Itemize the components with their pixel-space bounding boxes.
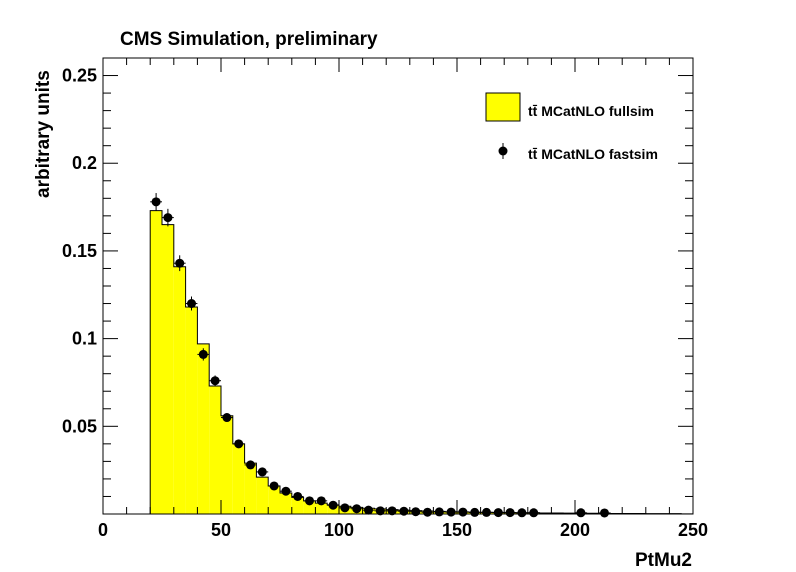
legend-label-fastsim: tt̄ MCatNLO fastsim bbox=[528, 146, 658, 162]
hist-bar bbox=[173, 266, 186, 514]
hist-bar bbox=[209, 385, 221, 514]
legend-label-fullsim: tt̄ MCatNLO fullsim bbox=[528, 103, 654, 119]
legend: tt̄ MCatNLO fullsim tt̄ MCatNLO fastsim bbox=[485, 92, 658, 162]
data-point bbox=[198, 349, 208, 359]
data-point bbox=[151, 197, 161, 207]
hist-bar bbox=[150, 210, 162, 515]
data-point bbox=[175, 258, 185, 268]
hist-bar bbox=[185, 307, 198, 514]
chart-title: CMS Simulation, preliminary bbox=[120, 29, 378, 50]
data-point bbox=[222, 413, 232, 423]
hist-bar bbox=[268, 485, 280, 514]
data-point bbox=[364, 505, 373, 515]
data-point bbox=[328, 500, 338, 510]
data-point bbox=[576, 508, 586, 518]
hist-bar bbox=[162, 224, 174, 514]
data-point bbox=[600, 508, 609, 518]
legend-swatch-fullsim bbox=[485, 92, 521, 122]
data-point bbox=[316, 496, 326, 506]
data-point bbox=[187, 299, 196, 309]
data-point bbox=[423, 507, 432, 517]
x-tick-label: 200 bbox=[560, 520, 590, 540]
hist-bar bbox=[197, 343, 210, 514]
hist-bar bbox=[551, 512, 564, 514]
x-tick-label: 50 bbox=[211, 520, 231, 540]
hist-bar bbox=[244, 463, 257, 514]
hist-bar bbox=[280, 492, 292, 514]
x-axis-ticks: 0 50 100 150 200 250 bbox=[98, 58, 708, 540]
data-point bbox=[210, 376, 220, 386]
data-point bbox=[411, 507, 421, 517]
x-tick-label: 150 bbox=[442, 520, 472, 540]
data-point bbox=[529, 508, 539, 518]
x-tick-label: 0 bbox=[98, 520, 108, 540]
data-point bbox=[399, 506, 409, 516]
data-point bbox=[269, 481, 279, 491]
data-point bbox=[293, 491, 303, 501]
y-tick-label: 0.2 bbox=[72, 153, 97, 173]
hist-bar bbox=[315, 503, 328, 514]
data-point bbox=[163, 213, 173, 223]
x-tick-label: 100 bbox=[324, 520, 354, 540]
data-point bbox=[281, 486, 291, 496]
y-tick-label: 0.25 bbox=[62, 66, 97, 86]
data-point bbox=[234, 439, 244, 449]
y-tick-label: 0.15 bbox=[62, 241, 97, 261]
data-point bbox=[482, 507, 491, 517]
y-axis-title: arbitrary units bbox=[33, 70, 54, 198]
data-point bbox=[505, 508, 515, 518]
data-point bbox=[493, 508, 503, 518]
data-point bbox=[517, 508, 527, 518]
hist-bar bbox=[291, 497, 304, 514]
hist-bar bbox=[256, 477, 269, 514]
x-tick-label: 250 bbox=[678, 520, 708, 540]
data-point bbox=[387, 506, 397, 516]
hist-bar bbox=[232, 443, 245, 514]
data-point bbox=[434, 507, 444, 517]
fastsim-points bbox=[150, 193, 611, 518]
hist-bar bbox=[539, 512, 552, 514]
x-axis-title: PtMu2 bbox=[635, 550, 692, 571]
hist-bar bbox=[221, 415, 233, 514]
data-point bbox=[352, 504, 362, 514]
data-point bbox=[246, 460, 255, 470]
y-axis-ticks: 0.05 0.1 0.15 0.2 0.25 bbox=[62, 57, 693, 497]
y-tick-label: 0.05 bbox=[62, 416, 97, 436]
y-tick-label: 0.1 bbox=[72, 329, 97, 349]
fullsim-histogram bbox=[149, 210, 694, 515]
data-point bbox=[305, 496, 314, 506]
hist-bar bbox=[303, 500, 316, 514]
data-point bbox=[375, 506, 385, 516]
data-point bbox=[458, 507, 468, 517]
data-point bbox=[257, 467, 267, 477]
data-point bbox=[470, 507, 480, 517]
data-point bbox=[446, 507, 456, 517]
data-point bbox=[340, 503, 350, 513]
